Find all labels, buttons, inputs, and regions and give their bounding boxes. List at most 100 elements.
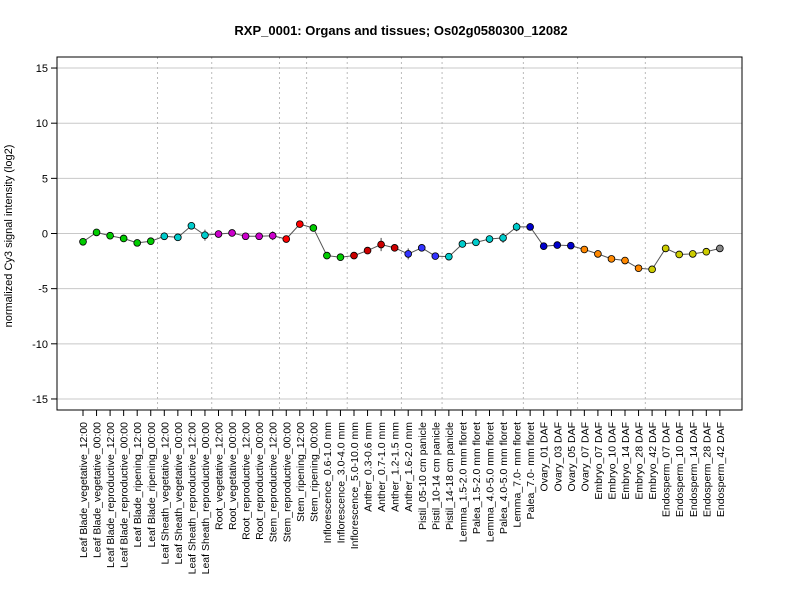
data-point (160, 232, 169, 241)
x-tick-label: Ovary_01 DAF (539, 422, 551, 491)
data-point (133, 239, 142, 247)
x-tick-label: Leaf Sheath_reproductive_12:00 (186, 422, 198, 575)
y-axis-label: normalized Cy3 signal intensity (log2) (3, 145, 15, 328)
data-point (675, 250, 683, 259)
x-tick-label: Embryo_28 DAF (634, 422, 646, 500)
data-point (92, 228, 101, 237)
x-tick-label: Ovary_07 DAF (579, 422, 591, 491)
x-tick-label: Leaf Blade_vegetative_12:00 (78, 422, 90, 558)
x-tick-label: Root_reproductive_12:00 (241, 422, 253, 540)
data-point (417, 244, 426, 252)
data-point (350, 251, 358, 260)
data-point (458, 240, 467, 248)
data-point (621, 256, 629, 265)
x-tick-label: Anther_0.3-0.6 mm (363, 422, 375, 512)
data-point (214, 230, 223, 238)
data-point (146, 237, 155, 246)
y-tick-label: 10 (36, 118, 48, 130)
x-tick-label: Anther_1.2-1.5 mm (390, 422, 402, 512)
x-tick-label: Leaf Blade_reproductive_12:00 (105, 422, 117, 568)
data-point (241, 232, 250, 241)
x-tick-label: Endosperm_28 DAF (701, 422, 713, 517)
data-point (499, 234, 507, 242)
data-point (201, 231, 209, 239)
data-point (445, 252, 453, 261)
x-tick-label: Stem_ripening_12:00 (295, 422, 307, 522)
x-tick-label: Palea_7.0- mm floret (525, 422, 537, 520)
x-tick-label: Inflorescence_3.0-4.0 mm (335, 422, 347, 544)
x-tick-label: Embryo_42 DAF (647, 422, 659, 500)
data-point (187, 221, 196, 230)
x-tick-label: Lemma_1.5-2.0 mm floret (457, 422, 469, 542)
x-tick-label: Stem_reproductive_12:00 (268, 422, 280, 542)
x-tick-label: Palea_1.5-2.0 mm floret (471, 422, 483, 534)
x-tick-label: Ovary_03 DAF (552, 422, 564, 491)
x-tick-label: Anther_1.6-2.0 mm (403, 422, 415, 512)
data-point (295, 220, 304, 228)
data-point (661, 244, 670, 253)
y-tick-label: 0 (42, 229, 48, 241)
x-tick-label: Stem_ripening_00:00 (308, 422, 320, 522)
data-point (268, 231, 277, 240)
data-point (336, 253, 345, 262)
x-tick-label: Inflorescence_5.0-10.0 mm (349, 422, 361, 549)
x-tick-label: Stem_reproductive_00:00 (281, 422, 293, 542)
x-tick-label: Endosperm_14 DAF (688, 422, 700, 517)
x-tick-label: Leaf Sheath_vegetative_00:00 (173, 422, 185, 565)
data-point (363, 246, 372, 255)
x-tick-label: Leaf Blade_ripening_12:00 (132, 422, 144, 548)
data-point (431, 252, 440, 260)
data-point (553, 241, 562, 249)
x-tick-label: Endosperm_42 DAF (715, 422, 727, 517)
x-tick-label: Inflorescence_0.6-1.0 mm (322, 422, 334, 544)
grid (57, 67, 742, 400)
x-tick-label: Endosperm_07 DAF (661, 422, 673, 517)
data-point (174, 233, 182, 242)
data-point (526, 223, 534, 231)
data-point (702, 247, 711, 256)
data-point (472, 238, 480, 247)
y-tick-label: 15 (36, 63, 48, 75)
data-point (580, 245, 589, 254)
x-tick-label: Pistil_14-18 cm panicle (444, 422, 456, 530)
x-tick-label: Lemma_7.0- mm floret (512, 422, 524, 528)
x-axis: Leaf Blade_vegetative_12:00 Leaf Blade_ve… (78, 410, 727, 574)
data-point (404, 250, 413, 258)
x-tick-label: Root_reproductive_00:00 (254, 422, 266, 540)
data-point (323, 251, 331, 260)
x-tick-label: Ovary_05 DAF (566, 422, 578, 491)
data-point (566, 241, 575, 250)
y-axis: -15 -10 -5 0 5 10 15 (32, 63, 57, 406)
x-tick-label: Leaf Blade_vegetative_00:00 (92, 422, 104, 558)
x-tick-label: Embryo_14 DAF (620, 422, 632, 500)
x-tick-label: Pistil_05-10 cm panicle (417, 422, 429, 530)
data-point (255, 232, 263, 241)
data-point (119, 234, 128, 243)
data-point (106, 231, 114, 240)
x-tick-label: Lemma_4.0-5.0 mm floret (485, 422, 497, 542)
data-point (634, 264, 643, 273)
data-point (716, 244, 724, 253)
data-point (485, 235, 494, 243)
x-tick-label: Palea_4.0-5.0 mm floret (498, 422, 510, 534)
chart-title: RXP_0001: Organs and tissues; Os02g05803… (234, 23, 567, 38)
data-point (512, 223, 521, 231)
data-point (309, 224, 318, 232)
data-point (688, 250, 697, 258)
x-tick-label: Leaf Sheath_vegetative_12:00 (159, 422, 171, 565)
x-tick-label: Embryo_07 DAF (593, 422, 605, 500)
y-tick-label: -10 (32, 339, 48, 351)
data-point (228, 229, 236, 237)
y-tick-label: -15 (32, 394, 48, 406)
x-tick-label: Pistil_10-14 cm panicle (430, 422, 442, 530)
x-tick-label: Root_vegetative_00:00 (227, 422, 239, 530)
data-point (594, 250, 602, 258)
x-tick-label: Leaf Sheath_reproductive_00:00 (200, 422, 212, 575)
series (79, 220, 724, 274)
data-point (79, 237, 87, 246)
data-point (539, 242, 548, 250)
x-tick-label: Anther_0.7-1.0 mm (376, 422, 388, 512)
group-separators (157, 57, 646, 410)
x-tick-label: Root_vegetative_12:00 (214, 422, 226, 530)
